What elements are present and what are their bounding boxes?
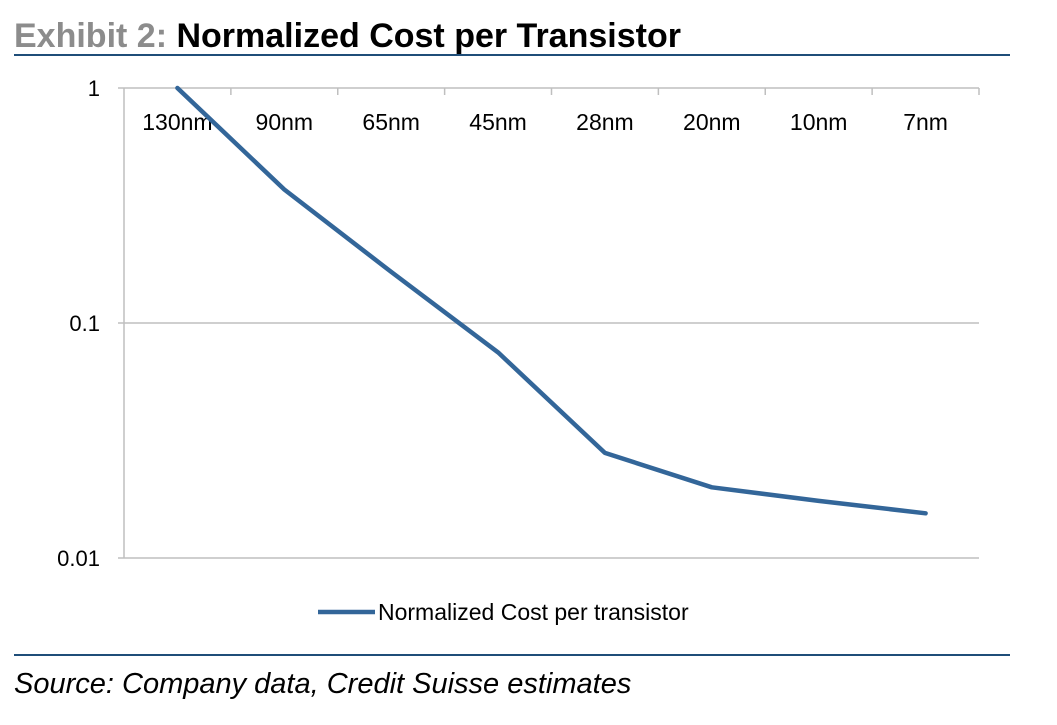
series-line-0	[175, 85, 928, 516]
exhibit-header: Exhibit 2: Normalized Cost per Transisto…	[14, 14, 681, 58]
x-tick-label: 20nm	[683, 109, 741, 135]
x-tick-label: 7nm	[903, 109, 948, 135]
x-tick-label: 28nm	[576, 109, 634, 135]
y-tick-label: 0.01	[57, 546, 100, 571]
legend-label: Normalized Cost per transistor	[378, 599, 689, 625]
x-tick-label: 90nm	[256, 109, 314, 135]
chart-title: Normalized Cost per Transistor	[176, 17, 681, 55]
y-tick-label: 1	[88, 76, 100, 101]
footer-rule	[14, 654, 1010, 656]
source-note: Source: Company data, Credit Suisse esti…	[14, 668, 632, 700]
x-tick-label: 65nm	[362, 109, 420, 135]
x-tick-label: 45nm	[469, 109, 527, 135]
y-tick-label: 0.1	[69, 311, 100, 336]
x-tick-label: 10nm	[790, 109, 848, 135]
header-rule	[14, 54, 1010, 56]
exhibit-label: Exhibit 2:	[14, 17, 168, 55]
